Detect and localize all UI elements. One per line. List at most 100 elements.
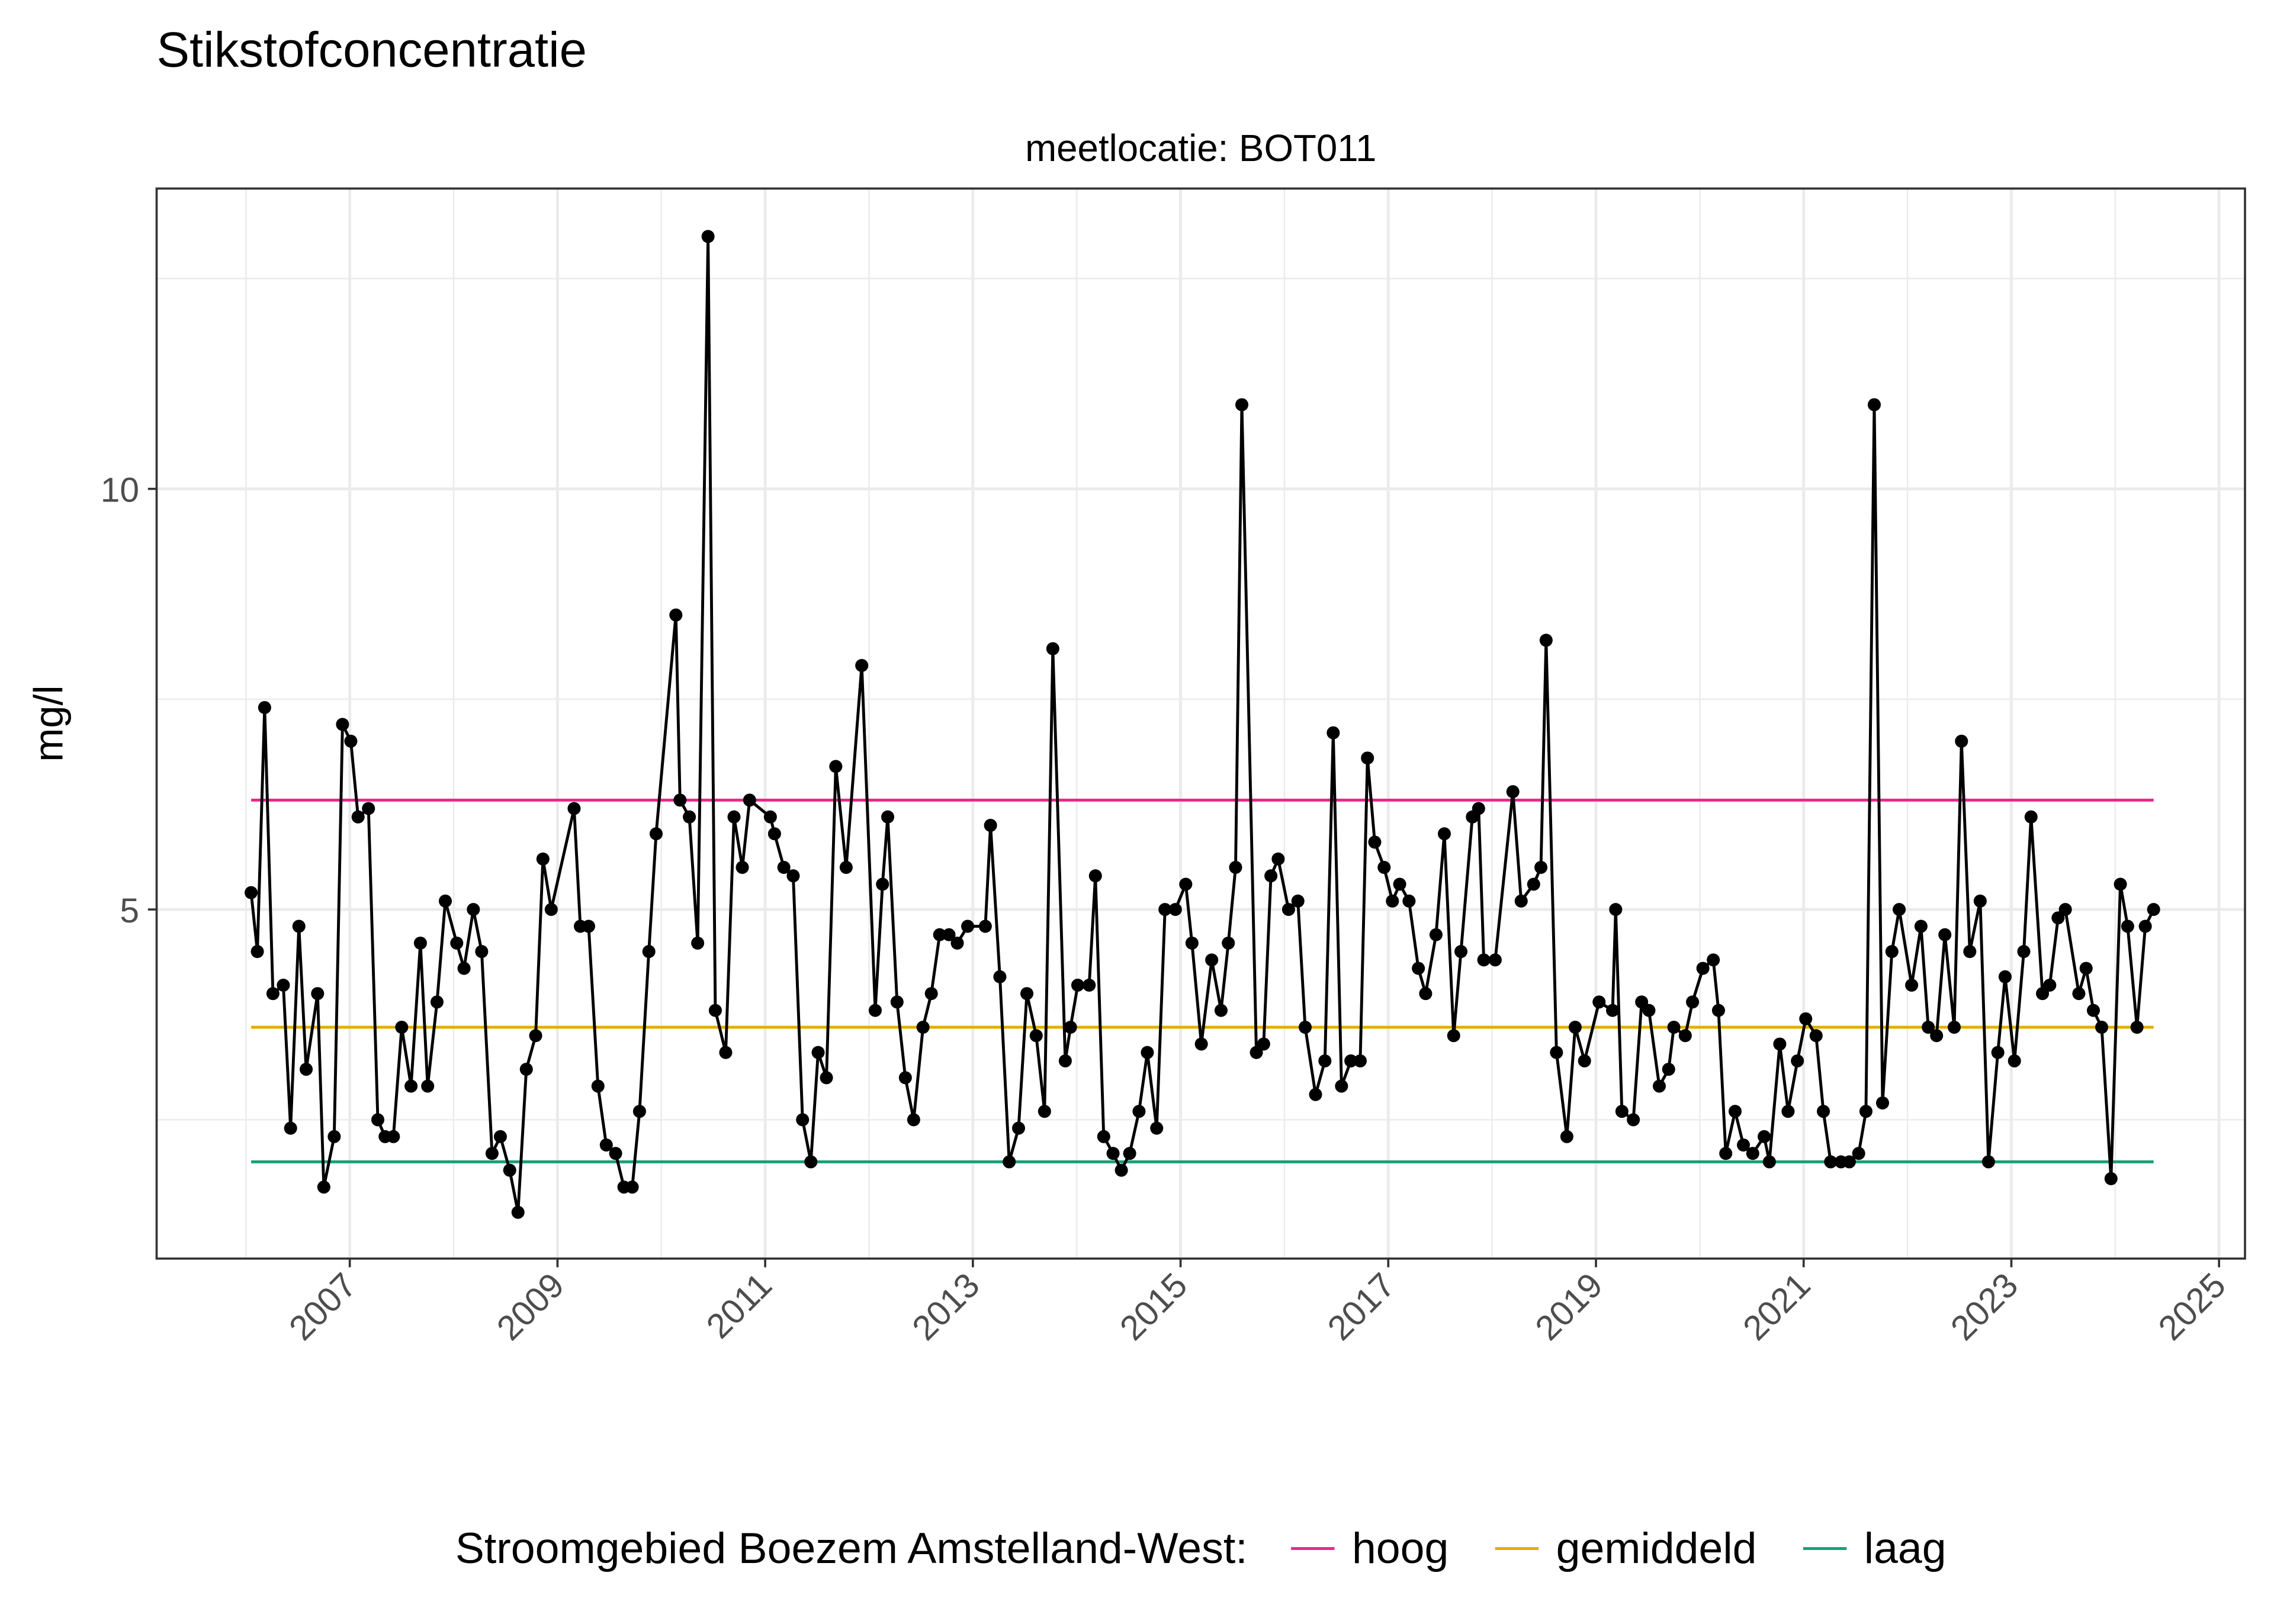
x-tick-label: 2021 [1736, 1266, 1817, 1348]
data-point [1817, 1105, 1830, 1118]
data-point [1905, 978, 1919, 992]
data-point [1746, 1147, 1759, 1160]
x-tick-label: 2007 [282, 1266, 364, 1348]
data-point [1454, 945, 1468, 959]
data-point [1809, 1029, 1823, 1043]
data-point [457, 961, 471, 975]
data-point [1141, 1046, 1154, 1059]
x-tick-label: 2013 [905, 1266, 987, 1348]
data-point [1719, 1147, 1733, 1160]
y-tick-label: 5 [120, 892, 139, 930]
data-point [907, 1113, 920, 1127]
data-point [777, 861, 791, 874]
data-point [855, 659, 869, 673]
data-point [1386, 894, 1399, 908]
data-point [421, 1079, 435, 1093]
data-point [1281, 903, 1295, 916]
legend-label: hoog [1352, 1523, 1448, 1572]
data-point [1257, 1037, 1270, 1051]
data-point [890, 995, 904, 1009]
data-point [344, 734, 358, 748]
data-point [804, 1155, 818, 1169]
data-line [249, 236, 2155, 1213]
data-point [924, 987, 938, 1001]
data-point [1758, 1130, 1771, 1143]
data-point [632, 1105, 646, 1118]
data-point [1824, 1155, 1838, 1169]
data-point [1791, 1054, 1804, 1067]
data-point [719, 1046, 733, 1059]
data-point [1003, 1155, 1016, 1169]
data-point [529, 1029, 542, 1043]
data-point [1914, 919, 1928, 933]
data-point [735, 861, 749, 874]
data-point [642, 945, 656, 959]
data-point [984, 819, 997, 832]
data-point [1083, 978, 1096, 992]
data-point [2079, 961, 2093, 975]
data-point [1179, 877, 1193, 891]
data-point [898, 1071, 912, 1085]
data-point [1973, 894, 1987, 908]
legend-title: Stroomgebied Boezem Amstelland-West: [455, 1523, 1248, 1572]
data-point [284, 1121, 297, 1135]
data-point [1652, 1079, 1666, 1093]
data-point [544, 903, 558, 916]
data-point [467, 903, 480, 916]
data-point [916, 1021, 930, 1034]
data-point [1560, 1130, 1573, 1143]
data-point [683, 810, 696, 824]
data-point [1326, 726, 1340, 739]
data-point [438, 894, 452, 908]
data-point [387, 1130, 400, 1143]
chart-subtitle: meetlocatie: BOT011 [1025, 127, 1376, 169]
data-point [1922, 1021, 1935, 1034]
data-point [1205, 953, 1219, 967]
data-point [1963, 945, 1977, 959]
x-tick-label: 2015 [1113, 1266, 1194, 1348]
data-point [1377, 861, 1391, 874]
data-point [2043, 978, 2057, 992]
data-point [1271, 852, 1285, 866]
data-point [599, 1138, 613, 1152]
data-point [2138, 919, 2152, 933]
data-point [503, 1163, 516, 1177]
data-point [2008, 1054, 2021, 1067]
data-point [1488, 953, 1502, 967]
data-point [1506, 785, 1520, 799]
data-point [1106, 1147, 1120, 1160]
x-tick-label: 2023 [1944, 1266, 2025, 1348]
data-point [266, 987, 280, 1001]
panel-border [155, 187, 2246, 1260]
data-point [1097, 1130, 1110, 1143]
data-point [1318, 1054, 1332, 1067]
data-point [1309, 1088, 1322, 1101]
data-point [1298, 1021, 1312, 1034]
data-point [1419, 987, 1433, 1001]
data-point [1437, 827, 1451, 841]
data-point [1947, 1021, 1961, 1034]
data-point [493, 1130, 507, 1143]
data-point [1728, 1105, 1742, 1118]
data-point [1291, 894, 1305, 908]
data-point [625, 1180, 639, 1194]
data-point [1859, 1105, 1872, 1118]
data-point [1867, 398, 1881, 411]
data-point [1150, 1121, 1164, 1135]
data-point [1335, 1079, 1348, 1093]
data-point [1662, 1063, 1675, 1076]
data-point [1368, 835, 1382, 849]
data-point [1344, 1054, 1358, 1067]
data-point [1606, 1004, 1620, 1017]
data-point [950, 936, 964, 950]
data-point [362, 802, 375, 815]
data-point [1762, 1155, 1776, 1169]
data-point [1514, 894, 1528, 908]
data-point [786, 869, 800, 883]
data-point [1264, 869, 1278, 883]
data-point [1998, 970, 2012, 983]
data-point [413, 936, 427, 950]
data-point [1132, 1105, 1146, 1118]
data-point [1696, 961, 1710, 975]
